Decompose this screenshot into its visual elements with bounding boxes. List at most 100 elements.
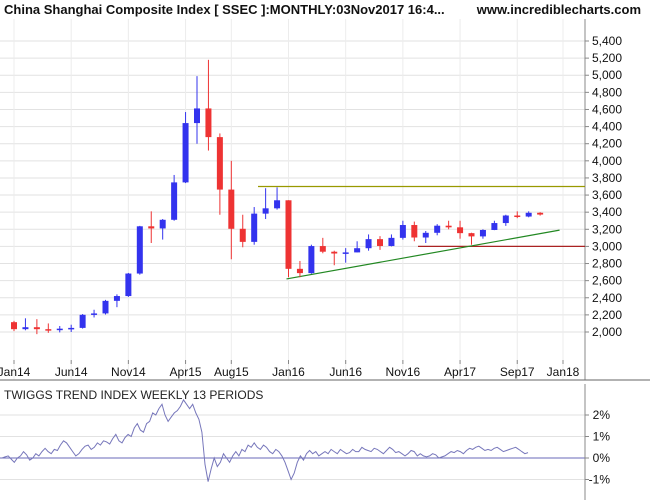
indicator-grid bbox=[0, 414, 585, 480]
candle-body bbox=[56, 328, 63, 331]
candle-body bbox=[491, 223, 498, 230]
candle bbox=[194, 76, 200, 144]
candle-body bbox=[11, 322, 17, 330]
candle bbox=[502, 214, 509, 226]
candle bbox=[182, 112, 189, 184]
price-tick-label: 5,200 bbox=[592, 51, 622, 65]
candle-body bbox=[365, 239, 372, 249]
time-tick-label: Aug15 bbox=[214, 365, 249, 379]
candle-body bbox=[45, 329, 52, 331]
candle bbox=[479, 229, 486, 239]
candle bbox=[308, 244, 315, 274]
candle bbox=[377, 236, 383, 250]
candle-body bbox=[434, 225, 441, 233]
time-tick-label: Apr15 bbox=[170, 365, 202, 379]
candle bbox=[239, 214, 246, 248]
candle bbox=[205, 59, 212, 151]
candle-body bbox=[399, 225, 406, 238]
candle-body bbox=[502, 215, 509, 224]
candle-body bbox=[285, 200, 292, 269]
time-tick-label: Jun16 bbox=[329, 365, 362, 379]
candle-body bbox=[251, 213, 258, 242]
price-tick-label: 3,600 bbox=[592, 188, 622, 202]
candle-body bbox=[354, 248, 361, 253]
candle bbox=[11, 320, 17, 332]
candle bbox=[422, 231, 429, 243]
candle bbox=[274, 187, 281, 210]
time-x-axis: Jan14 Jun14 Nov14 Apr15 Aug15 Jan16 Jun16 Nov16… bbox=[0, 360, 580, 379]
price-tick-label: 4,000 bbox=[592, 154, 622, 168]
candle bbox=[68, 324, 75, 332]
site-link[interactable]: www.incrediblecharts.com bbox=[476, 2, 641, 17]
candle-body bbox=[239, 228, 246, 242]
candle bbox=[514, 211, 521, 219]
indicator-tick-label: 1% bbox=[593, 430, 611, 444]
price-tick-label: 4,400 bbox=[592, 120, 622, 134]
candle-body bbox=[274, 200, 281, 209]
indicator-tick-label: -1% bbox=[589, 473, 611, 487]
price-tick-label: 3,000 bbox=[592, 239, 622, 253]
candle bbox=[525, 211, 532, 218]
candle-body bbox=[457, 227, 464, 234]
candle bbox=[388, 234, 395, 247]
candle bbox=[216, 133, 223, 215]
candle-body bbox=[342, 252, 349, 254]
price-tick-label: 3,200 bbox=[592, 222, 622, 236]
twiggs-trend-line bbox=[1, 398, 529, 482]
candle bbox=[171, 174, 178, 221]
price-tick-label: 3,800 bbox=[592, 171, 622, 185]
price-tick-label: 2,000 bbox=[592, 325, 622, 339]
candle-body bbox=[319, 246, 326, 252]
time-tick-label: Sep17 bbox=[500, 365, 535, 379]
candle bbox=[22, 318, 29, 331]
candle-body bbox=[525, 212, 532, 217]
candle bbox=[457, 220, 464, 239]
candle bbox=[296, 260, 303, 278]
candle-body bbox=[79, 314, 86, 328]
candle bbox=[113, 294, 120, 308]
price-y-axis: 2,000 2,200 2,400 2,600 2,800 3,000 3,200 3,400… bbox=[585, 34, 622, 339]
candle bbox=[102, 299, 109, 315]
candle bbox=[91, 309, 98, 318]
candle bbox=[491, 220, 498, 231]
candle-body bbox=[216, 137, 223, 190]
candle bbox=[399, 220, 406, 240]
candle bbox=[45, 323, 52, 333]
candle-body bbox=[136, 226, 143, 274]
candle-body bbox=[205, 108, 212, 138]
candle bbox=[445, 220, 452, 230]
candle bbox=[342, 248, 349, 263]
price-tick-label: 2,800 bbox=[592, 257, 622, 271]
candle-body bbox=[102, 300, 109, 314]
candle-body bbox=[33, 327, 40, 330]
candle-body bbox=[182, 123, 189, 183]
chart-title: China Shanghai Composite Index [ SSEC ]:… bbox=[4, 2, 445, 17]
candle bbox=[148, 211, 155, 243]
price-tick-label: 5,400 bbox=[592, 34, 622, 48]
candle-body bbox=[22, 327, 29, 330]
price-tick-label: 4,200 bbox=[592, 137, 622, 151]
price-tick-label: 2,200 bbox=[592, 308, 622, 322]
time-tick-label: Jan16 bbox=[272, 365, 305, 379]
candle bbox=[331, 250, 338, 266]
candle-body bbox=[159, 219, 166, 229]
indicator-y-axis: 2% 1% 0% -1% bbox=[585, 408, 610, 487]
candle-body bbox=[514, 215, 521, 218]
candle bbox=[125, 272, 132, 297]
candle-body bbox=[296, 268, 303, 274]
time-tick-label: Jan14 bbox=[0, 365, 31, 379]
time-tick-label: Jan18 bbox=[547, 365, 580, 379]
candle-body bbox=[91, 313, 98, 315]
indicator-title: TWIGGS TREND INDEX WEEKLY 13 PERIODS bbox=[4, 388, 263, 402]
candle bbox=[537, 212, 544, 216]
time-tick-label: Nov16 bbox=[386, 365, 421, 379]
indicator-tick-label: 2% bbox=[593, 408, 611, 422]
candle bbox=[56, 326, 63, 333]
candle bbox=[411, 221, 418, 242]
candle bbox=[434, 224, 441, 236]
candle-body bbox=[377, 239, 383, 246]
candle bbox=[33, 319, 40, 335]
candle-body bbox=[537, 212, 544, 215]
price-tick-label: 5,000 bbox=[592, 68, 622, 82]
